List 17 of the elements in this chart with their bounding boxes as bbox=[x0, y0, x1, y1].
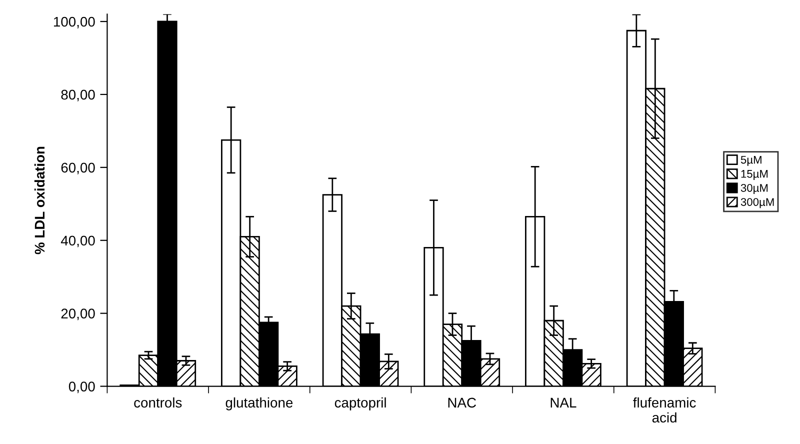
legend-label: 5µM bbox=[740, 156, 762, 166]
x-tick-label: glutathione bbox=[226, 397, 293, 410]
x-tick-label: controls bbox=[134, 397, 182, 408]
legend-label: 300µM bbox=[740, 198, 774, 208]
y-tick-label: 60,00 bbox=[61, 162, 95, 174]
y-tick-label: 0,00 bbox=[68, 382, 95, 394]
legend-label: 15µM bbox=[741, 170, 768, 180]
y-tick-label: 100,00 bbox=[54, 16, 95, 28]
x-tick-label: NAC bbox=[448, 398, 476, 408]
y-tick-label: 80,00 bbox=[61, 90, 95, 102]
y-axis-title: % LDL oxidation bbox=[34, 146, 45, 254]
x-tick-label: captopril bbox=[334, 397, 386, 410]
x-tick-label: NAL bbox=[550, 398, 576, 408]
legend-label: 30µM bbox=[740, 184, 768, 194]
y-tick-label: 20,00 bbox=[61, 308, 95, 320]
x-tick-label: flufenamic acid bbox=[633, 397, 696, 423]
y-tick-label: 40,00 bbox=[60, 236, 95, 248]
